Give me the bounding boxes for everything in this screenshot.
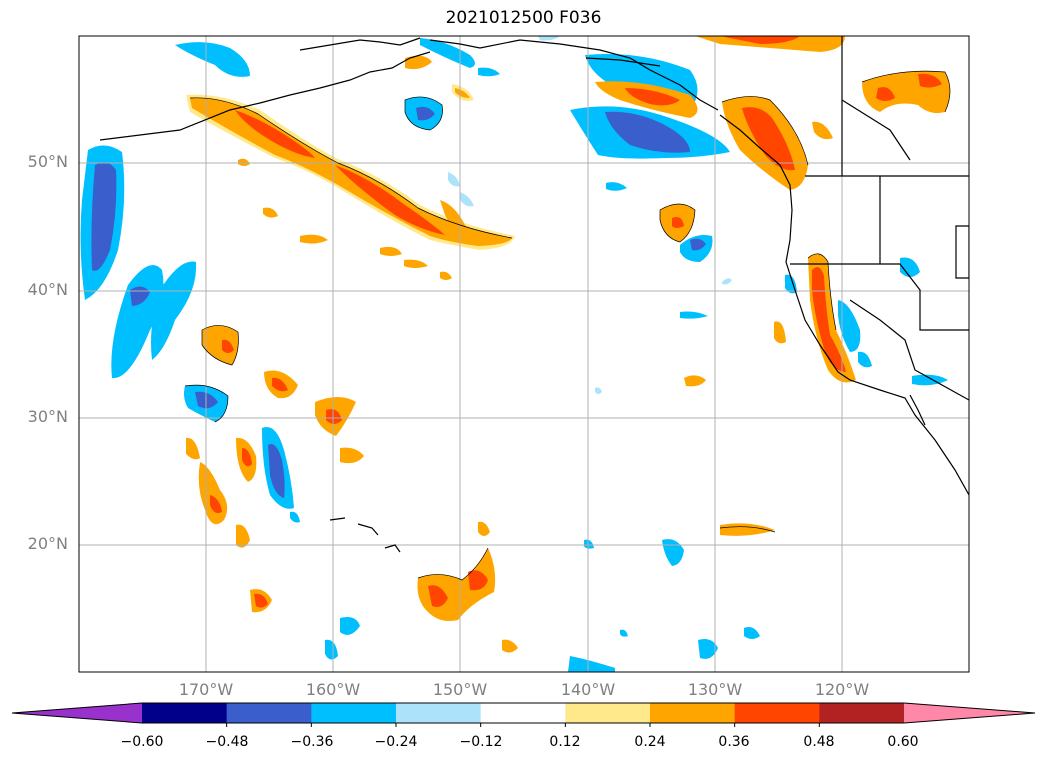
- colorbar-tick-label: 0.60: [887, 734, 919, 750]
- colorbar-tick-label: 0.36: [718, 734, 750, 750]
- colorbar-tick-label: −0.48: [205, 734, 249, 750]
- lon-label-170w: 170°W: [178, 680, 234, 699]
- lat-label-30n: 30°N: [27, 407, 68, 426]
- map-title: 2021012500 F036: [445, 8, 602, 28]
- gridlines: [79, 36, 969, 672]
- colorbar-tick-label: −0.60: [120, 734, 164, 750]
- contour-fills: [80, 36, 950, 672]
- colorbar-tick-label: −0.12: [459, 734, 503, 750]
- lon-label-140w: 140°W: [560, 680, 616, 699]
- colorbar-tick-label: −0.36: [290, 734, 334, 750]
- lon-label-150w: 150°W: [432, 680, 488, 699]
- colorbar: [11, 702, 1036, 727]
- colorbar-segment: [142, 703, 228, 723]
- map-frame: [78, 35, 970, 673]
- colorbar-segment: [311, 703, 397, 723]
- lon-label-120w: 120°W: [814, 680, 870, 699]
- colorbar-tick-label: 0.48: [803, 734, 835, 750]
- lon-label-130w: 130°W: [687, 680, 743, 699]
- colorbar-extend-max: [904, 703, 1035, 723]
- colorbar-tick-label: −0.24: [374, 734, 418, 750]
- coastlines: [99, 36, 969, 553]
- colorbar-segment: [819, 703, 905, 723]
- colorbar-extend-min: [12, 703, 142, 723]
- colorbar-segment: [734, 703, 820, 723]
- colorbar-tick-label: 0.12: [549, 734, 581, 750]
- colorbar-outline: [11, 702, 1036, 724]
- colorbar-tick-label: 0.24: [634, 734, 666, 750]
- lon-label-160w: 160°W: [305, 680, 361, 699]
- colorbar-segment: [565, 703, 651, 723]
- lat-label-40n: 40°N: [27, 280, 68, 299]
- colorbar-segment: [480, 703, 566, 723]
- colorbar-segment: [396, 703, 482, 723]
- colorbar-segment: [650, 703, 736, 723]
- colorbar-segment: [226, 703, 312, 723]
- lat-label-20n: 20°N: [27, 534, 68, 553]
- lat-label-50n: 50°N: [27, 152, 68, 171]
- contour-lines: [184, 70, 951, 581]
